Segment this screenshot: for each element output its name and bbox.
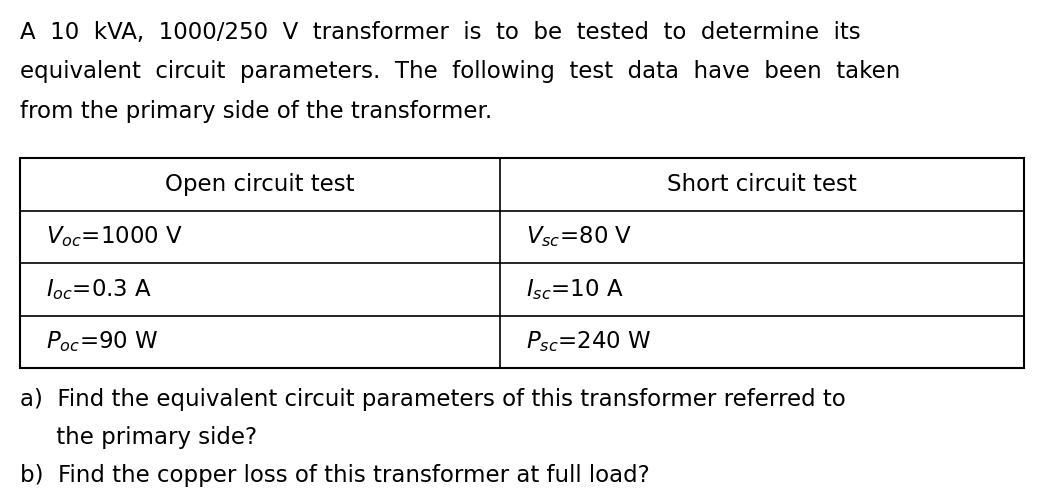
Text: a)  Find the equivalent circuit parameters of this transformer referred to: a) Find the equivalent circuit parameter… [20, 388, 846, 411]
Text: Short circuit test: Short circuit test [667, 173, 857, 196]
Text: A  10  kVA,  1000/250  V  transformer  is  to  be  tested  to  determine  its: A 10 kVA, 1000/250 V transformer is to b… [20, 21, 860, 44]
Text: $I_{sc}$=10 A: $I_{sc}$=10 A [526, 277, 623, 302]
Text: $V_{oc}$=1000 V: $V_{oc}$=1000 V [46, 224, 183, 249]
Text: from the primary side of the transformer.: from the primary side of the transformer… [20, 100, 492, 123]
Text: the primary side?: the primary side? [20, 426, 257, 449]
Text: equivalent  circuit  parameters.  The  following  test  data  have  been  taken: equivalent circuit parameters. The follo… [20, 60, 900, 83]
Text: $P_{oc}$=90 W: $P_{oc}$=90 W [46, 329, 159, 354]
Text: $V_{sc}$=80 V: $V_{sc}$=80 V [526, 224, 633, 249]
Text: b)  Find the copper loss of this transformer at full load?: b) Find the copper loss of this transfor… [20, 464, 649, 487]
Text: Open circuit test: Open circuit test [165, 173, 355, 196]
Text: $I_{oc}$=0.3 A: $I_{oc}$=0.3 A [46, 277, 152, 302]
Text: $P_{sc}$=240 W: $P_{sc}$=240 W [526, 329, 651, 354]
